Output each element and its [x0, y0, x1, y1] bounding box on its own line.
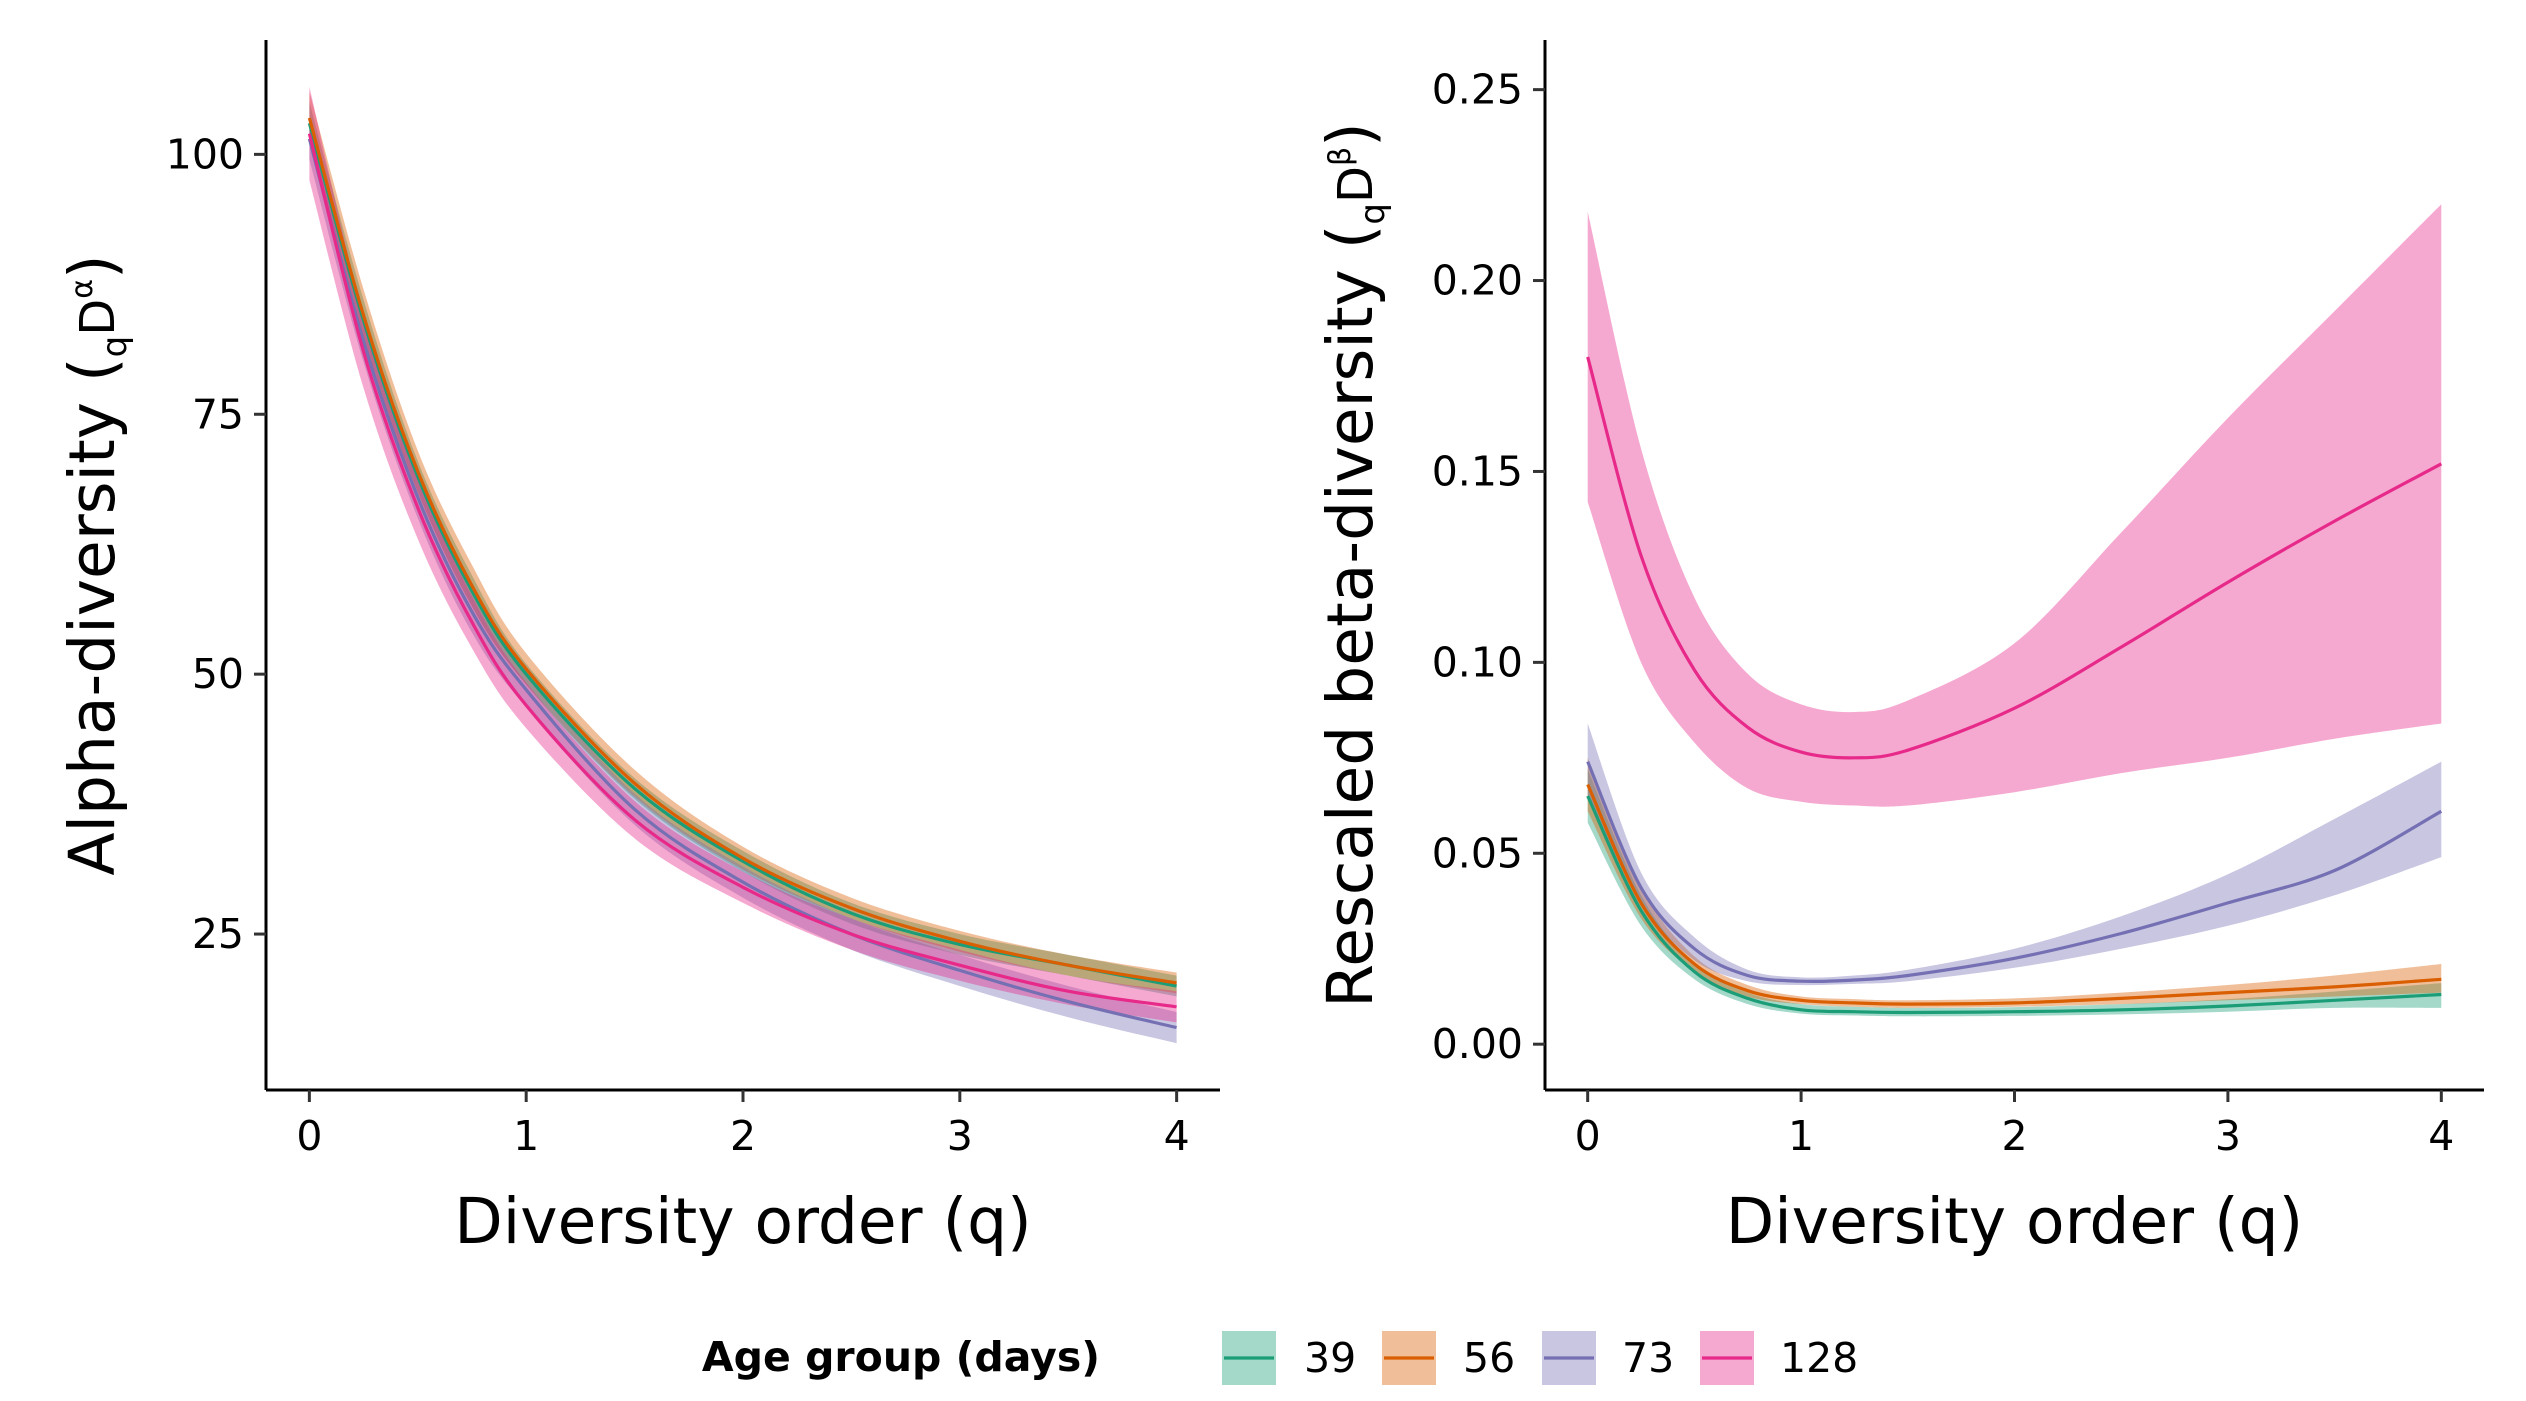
beta-lines [1586, 356, 2443, 1015]
alpha-x-tick-label: 4 [1164, 1112, 1190, 1160]
beta-y-tick-label: 0.20 [1432, 257, 1523, 305]
alpha-x-tick-label: 3 [947, 1112, 973, 1160]
beta-line-56 [1586, 783, 2442, 1006]
beta-ribbons [1587, 204, 2442, 1017]
alpha-diversity-panel: 0 1 2 3 4 25 50 75 100 Diversity order (q) Alpha-d… [56, 40, 1220, 1258]
legend-label-128: 128 [1780, 1334, 1858, 1382]
alpha-line-128 [307, 133, 1177, 1009]
beta-y-tick-label: 0.10 [1432, 638, 1523, 686]
beta-y-axis-title: Rescaled beta-diversity (qDβ) [1314, 122, 1393, 1008]
beta-y-tick-label: 0.05 [1432, 829, 1523, 877]
alpha-ribbons [309, 86, 1177, 1044]
beta-x-axis-title: Diversity order (q) [1726, 1185, 2303, 1258]
beta-y-tick-label: 0.25 [1432, 66, 1523, 114]
legend-title: Age group (days) [702, 1333, 1100, 1381]
beta-x-tick-label: 2 [2001, 1112, 2027, 1160]
beta-line-39 [1586, 795, 2442, 1015]
beta-line-73 [1586, 760, 2443, 984]
alpha-y-axis-title: Alpha-diversity (qDα) [56, 254, 135, 875]
alpha-line-73 [307, 138, 1177, 1030]
beta-x-tick-label: 1 [1788, 1112, 1814, 1160]
beta-ribbon-128 [1587, 204, 2442, 807]
beta-x-tick-label: 0 [1575, 1112, 1601, 1160]
beta-y-tick-label: 0.00 [1432, 1020, 1523, 1068]
legend-label-39: 39 [1304, 1334, 1356, 1382]
alpha-lines [307, 117, 1177, 1030]
alpha-y-tick-label: 25 [192, 910, 244, 958]
alpha-x-axis-title: Diversity order (q) [454, 1185, 1031, 1258]
beta-y-tick-label: 0.15 [1432, 447, 1523, 495]
legend-label-73: 73 [1622, 1334, 1674, 1382]
beta-x-tick-label: 4 [2428, 1112, 2454, 1160]
alpha-y-tick-label: 50 [192, 650, 244, 698]
beta-ribbon-73 [1587, 723, 2442, 986]
alpha-line-56 [307, 117, 1177, 985]
legend: Age group (days) 39 56 73 128 [702, 1331, 1858, 1385]
beta-ribbon-56 [1587, 757, 2442, 1008]
alpha-x-tick-label: 1 [513, 1112, 539, 1160]
alpha-y-tick-label: 75 [192, 390, 244, 438]
legend-label-56: 56 [1463, 1334, 1515, 1382]
beta-x-tick-label: 3 [2215, 1112, 2241, 1160]
beta-diversity-panel: 0 1 2 3 4 0.00 0.05 0.10 0.15 0.20 0.25 Diversity o… [1314, 40, 2484, 1258]
beta-line-128 [1586, 356, 2443, 760]
alpha-x-tick-label: 0 [296, 1112, 322, 1160]
alpha-line-39 [307, 122, 1177, 988]
alpha-x-tick-label: 2 [730, 1112, 756, 1160]
beta-ribbon-39 [1587, 769, 2442, 1017]
alpha-y-tick-label: 100 [166, 130, 244, 178]
